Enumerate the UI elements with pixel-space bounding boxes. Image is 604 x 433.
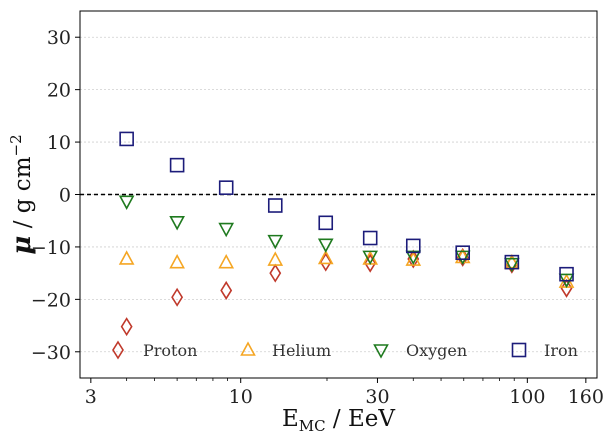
helium-point [218,253,235,269]
iron-point [405,238,421,254]
x-tick-label: 10 [229,386,253,408]
iron-point [504,254,520,270]
x-axis-label: EMC / EeV [282,406,395,433]
legend-label-iron: Iron [544,341,578,360]
proton-point [364,253,377,273]
oxygen-point [317,238,334,253]
y-tick-label: −10 [31,237,71,259]
proton-point [456,247,469,267]
oxygen-point [362,250,379,266]
iron-point [318,215,334,231]
tick-layer: −30 −20 −10 0 10 20 30 3 10 30 100 160 [31,27,604,408]
y-tick-label: 0 [59,185,71,207]
oxygen-point [169,215,185,231]
legend-label-helium: Helium [272,341,331,360]
data-layer [118,131,575,337]
legend-label-oxygen: Oxygen [406,341,467,360]
oxygen-point [454,250,471,266]
oxygen-point [267,234,284,250]
helium-point [267,251,284,266]
series-proton [120,247,573,337]
oxygen-point [504,257,520,273]
series-oxygen [118,195,575,289]
proton-point [120,317,133,337]
legend-marker-proton [112,340,124,360]
y-axis-label-symbol: μ [7,236,37,255]
y-tick-label: 10 [47,132,71,154]
legend: Proton Helium Oxygen Iron [112,340,578,360]
x-axis-label-rest: / EeV [326,406,396,432]
iron-point [559,266,574,282]
iron-point [218,180,234,195]
iron-point [169,157,185,173]
y-tick-label: 20 [47,80,71,102]
y-axis-label-rest: / g cm [10,156,36,235]
proton-point [171,287,184,307]
helium-point [169,253,185,269]
y-tick-label: 30 [47,27,71,49]
x-tick-label: 30 [365,386,389,408]
legend-label-proton: Proton [143,341,197,360]
legend-marker-iron [511,342,527,358]
legend-marker-helium [240,341,256,356]
y-tick-label: −20 [31,289,71,311]
x-axis-label-main: E [282,406,299,432]
y-axis-label: μ / g cm−2 [7,134,37,254]
y-tick-label: −30 [31,342,71,364]
iron-point [455,245,471,260]
x-tick-label: 3 [85,386,97,408]
helium-point [118,250,135,265]
x-axis-label-sub: MC [299,417,326,433]
legend-marker-oxygen [373,344,389,359]
iron-point [267,198,283,213]
oxygen-point [118,195,135,210]
iron-point [119,131,134,147]
x-tick-label: 160 [568,386,604,408]
y-axis-label-sup: −2 [7,134,25,156]
iron-point [362,230,378,246]
series-iron [119,131,574,282]
helium-point [317,249,334,265]
helium-point [504,253,520,269]
x-tick-label: 100 [509,386,545,408]
proton-point [269,263,282,283]
proton-point [319,252,332,272]
oxygen-point [218,222,235,238]
proton-point [220,280,233,300]
oxygen-point [405,250,422,266]
proton-point [560,278,573,298]
